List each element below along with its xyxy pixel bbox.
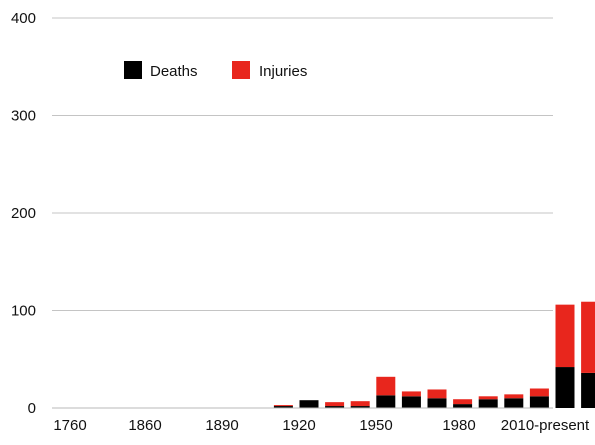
y-tick-label: 100: [11, 303, 36, 320]
bar-injuries-1890s: [376, 376, 396, 396]
gridlines: [52, 17, 553, 311]
bar-deaths-1910s: [427, 398, 447, 408]
bar-injuries-1870s: [325, 402, 345, 407]
legend-swatch-deaths: [124, 61, 142, 79]
bar-injuries-1880s: [350, 401, 370, 407]
bar-deaths-1870s: [325, 406, 345, 408]
bar-injuries-1940s: [504, 394, 524, 399]
bar-injuries-1960s: [555, 304, 575, 368]
y-tick-label: 0: [28, 400, 36, 417]
bar-injuries-1950s: [529, 388, 549, 397]
x-tick-label: 1920: [282, 417, 315, 434]
bar-deaths-1940s: [504, 398, 524, 408]
bar-deaths-1960s: [555, 367, 575, 408]
bar-injuries-1910s: [427, 389, 447, 399]
bar-injuries-1930s: [478, 396, 498, 400]
bar-deaths-1880s: [350, 406, 370, 408]
y-tick-label: 300: [11, 108, 36, 125]
legend-swatch-injuries: [232, 61, 250, 79]
legend: Deaths Injuries: [124, 61, 307, 80]
legend-label-injuries: Injuries: [259, 63, 307, 80]
x-tick-label: 1890: [205, 417, 238, 434]
bar-deaths-1890s: [376, 395, 396, 408]
x-tick-label: 1950: [359, 417, 392, 434]
legend-label-deaths: Deaths: [150, 63, 198, 80]
bar-injuries-1920s: [453, 399, 473, 405]
bar-deaths-1950s: [529, 396, 549, 408]
bar-deaths-1850s: [273, 406, 293, 408]
bar-deaths-1970s: [581, 372, 595, 408]
y-tick-label: 200: [11, 205, 36, 222]
y-axis-tick-labels: 0 100 200 300 400: [11, 10, 36, 417]
x-tick-label: 2010-present: [501, 417, 590, 434]
x-tick-label: 1980: [442, 417, 475, 434]
x-tick-label: 1760: [53, 417, 86, 434]
bars: [273, 301, 595, 408]
bar-deaths-1920s: [453, 404, 473, 408]
y-tick-label: 400: [11, 10, 36, 27]
bar-injuries-1900s: [401, 391, 421, 397]
bar-injuries-1970s: [581, 301, 595, 373]
bar-deaths-1900s: [401, 396, 421, 408]
bar-deaths-1860s: [299, 400, 319, 408]
x-tick-label: 1860: [128, 417, 161, 434]
x-axis-tick-labels: 1760 1860 1890 1920 1950 1980 2010-present: [53, 417, 590, 434]
bar-deaths-1930s: [478, 399, 498, 408]
bar-injuries-1850s: [273, 405, 293, 407]
